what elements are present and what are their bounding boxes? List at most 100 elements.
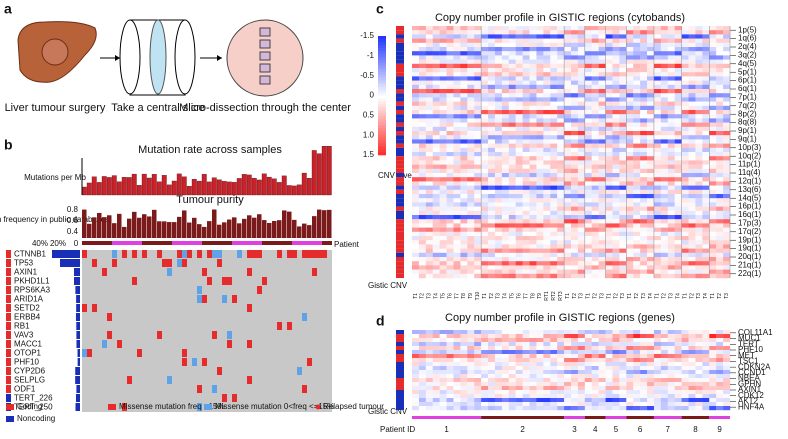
heatmap-cell [612,398,619,402]
heatmap-cell [564,207,571,211]
heatmap-cell [612,177,619,181]
heatmap-cell [481,64,488,68]
heatmap-cell [440,64,447,68]
heatmap-cell [668,181,675,185]
heatmap-cell [640,110,647,114]
heatmap-cell [474,382,481,386]
mutation-bar [147,178,152,195]
heatmap-cell [578,89,585,93]
heatmap-cell [592,93,599,97]
heatmap-cell [447,358,454,362]
gistic-cell [396,223,404,227]
purity-bar [142,214,147,238]
heatmap-cell [599,148,606,152]
heatmap-cell [723,47,730,51]
heatmap-cell [502,55,509,59]
gene-label: TP53 [14,259,34,268]
heatmap-cell [523,202,530,206]
heatmap-cell [709,26,716,30]
heatmap-cell [723,253,730,257]
heatmap-cell [612,390,619,394]
heatmap-cell [564,354,571,358]
heatmap-cell [467,240,474,244]
heatmap-cell [460,358,467,362]
heatmap-cell [433,358,440,362]
heatmap-cell [557,156,564,160]
heatmap-cell [654,165,661,169]
heatmap-cell [530,26,537,30]
heatmap-cell [647,186,654,190]
heatmap-cell [536,156,543,160]
heatmap-cell [412,165,419,169]
heatmap-cell [640,202,647,206]
heatmap-cell [689,131,696,135]
heatmap-cell [619,374,626,378]
heatmap-cell [447,60,454,64]
heatmap-cell [557,194,564,198]
heatmap-cell [412,330,419,334]
gistic-cell [396,211,404,215]
heatmap-cell [530,228,537,232]
heatmap-cell [626,202,633,206]
heatmap-cell [578,148,585,152]
heatmap-cell [467,334,474,338]
heatmap-cell [502,181,509,185]
heatmap-cell [509,30,516,34]
heatmap-cell [723,338,730,342]
purity-bar [287,212,292,238]
heatmap-cell [523,47,530,51]
heatmap-cell [647,219,654,223]
heatmap-cell [661,240,668,244]
heatmap-cell [467,123,474,127]
heatmap-cell [467,211,474,215]
heatmap-cell [474,177,481,181]
heatmap-cell [467,47,474,51]
heatmap-cell [723,334,730,338]
heatmap-cell [557,81,564,85]
heatmap-cell [460,43,467,47]
heatmap-cell [550,215,557,219]
heatmap-cell [488,253,495,257]
mutation-cell [227,331,232,339]
mutation-cell [87,349,92,357]
heatmap-cell [557,89,564,93]
scale-cell [378,57,386,60]
heatmap-cell [682,106,689,110]
heatmap-cell [668,152,675,156]
heatmap-cell [675,131,682,135]
gene-label: SELPLG [14,376,45,385]
heatmap-cell [426,26,433,30]
heatmap-cell [592,102,599,106]
heatmap-cell [578,34,585,38]
heatmap-cell [640,114,647,118]
heatmap-cell [502,76,509,80]
heatmap-cell [654,223,661,227]
heatmap-cell [709,152,716,156]
heatmap-cell [689,394,696,398]
heatmap-cell [626,30,633,34]
sample-label: T5 [440,293,446,299]
heatmap-cell [592,374,599,378]
heatmap-cell [723,386,730,390]
heatmap-cell [530,249,537,253]
heatmap-cell [481,156,488,160]
purity-bar [182,210,187,238]
heatmap-cell [585,30,592,34]
heatmap-cell [530,148,537,152]
gistic-cell [396,261,404,265]
heatmap-cell [640,350,647,354]
heatmap-cell [689,47,696,51]
heatmap-cell [689,68,696,72]
heatmap-cell [447,378,454,382]
mutation-cell [102,340,107,348]
gene-type [6,304,11,312]
mutation-cell [312,268,317,276]
heatmap-cell [516,152,523,156]
heatmap-cell [488,76,495,80]
heatmap-cell [661,177,668,181]
heatmap-cell [412,118,419,122]
heatmap-cell [523,106,530,110]
heatmap-cell [619,43,626,47]
heatmap-cell [557,342,564,346]
heatmap-cell [689,370,696,374]
